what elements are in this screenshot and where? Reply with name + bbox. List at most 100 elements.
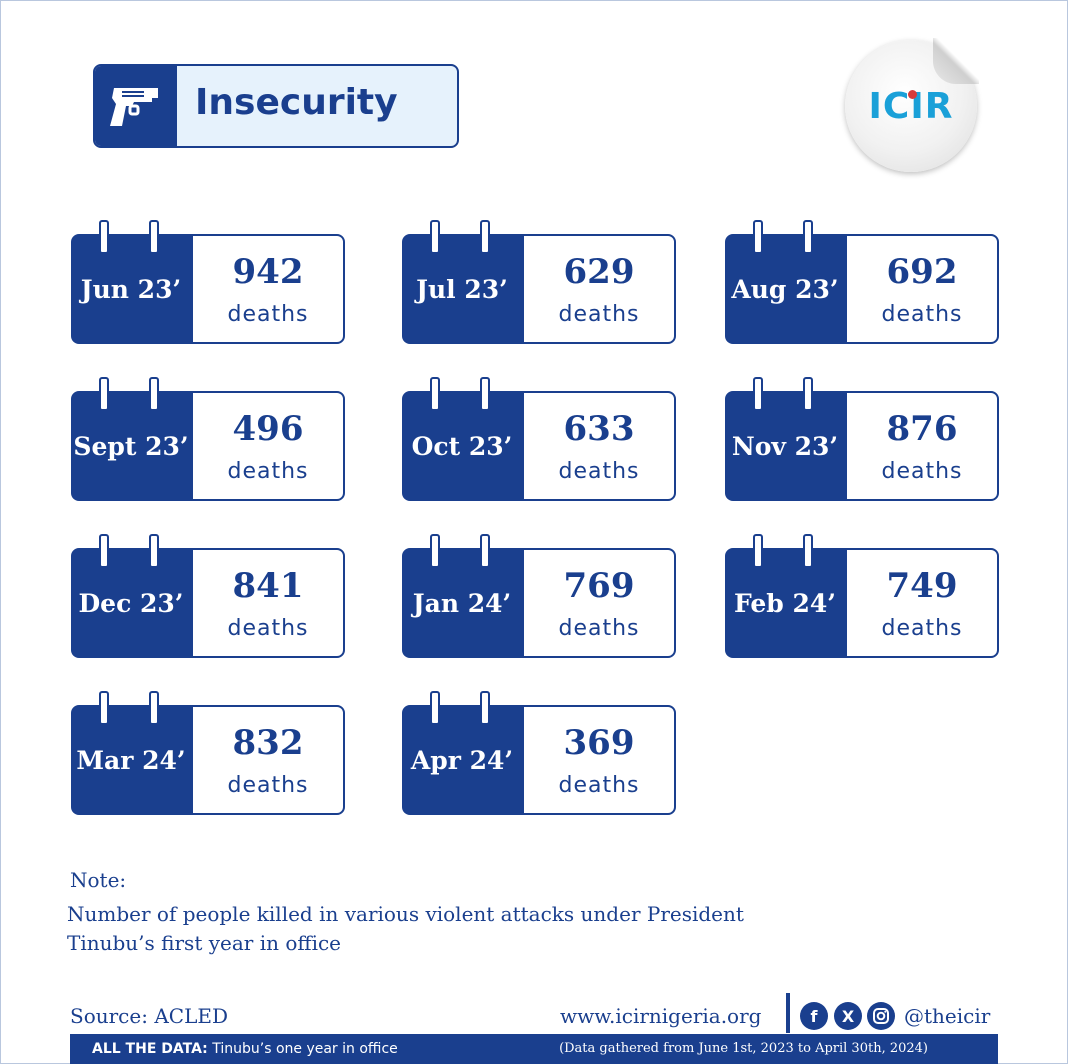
calendar-ring [803, 534, 813, 568]
calendar-ring [430, 534, 440, 568]
calendar-ring [149, 377, 159, 411]
month-card: Dec 23’ 841 deaths [71, 534, 345, 658]
logo-dot [908, 90, 917, 99]
calendar-ring [99, 377, 109, 411]
note-heading: Note: [70, 868, 127, 892]
calendar-ring [803, 377, 813, 411]
month-card: Jun 23’ 942 deaths [71, 220, 345, 344]
death-unit: deaths [558, 773, 640, 798]
death-count: 769 [563, 566, 635, 606]
facebook-icon[interactable]: f [800, 1002, 828, 1030]
death-unit: deaths [881, 616, 963, 641]
death-unit: deaths [227, 616, 309, 641]
month-label: Jan 24’ [412, 588, 512, 618]
month-card: Mar 24’ 832 deaths [71, 691, 345, 815]
month-card: Jul 23’ 629 deaths [402, 220, 676, 344]
month-tab: Jun 23’ [71, 234, 191, 344]
death-count: 942 [232, 252, 304, 292]
month-label: Nov 23’ [731, 431, 839, 461]
month-card: Aug 23’ 692 deaths [725, 220, 999, 344]
gun-icon [95, 66, 177, 146]
calendar-ring [480, 220, 490, 254]
death-unit: deaths [881, 459, 963, 484]
website-link[interactable]: www.icirnigeria.org [560, 1004, 762, 1028]
calendar-ring [149, 220, 159, 254]
death-count-box: 496 deaths [191, 391, 345, 501]
month-card: Apr 24’ 369 deaths [402, 691, 676, 815]
month-label: Mar 24’ [76, 745, 186, 775]
death-unit: deaths [558, 616, 640, 641]
month-card: Jan 24’ 769 deaths [402, 534, 676, 658]
month-card: Sept 23’ 496 deaths [71, 377, 345, 501]
month-label: Aug 23’ [731, 274, 839, 304]
death-count-box: 749 deaths [845, 548, 999, 658]
calendar-ring [149, 534, 159, 568]
death-unit: deaths [881, 302, 963, 327]
month-label: Oct 23’ [411, 431, 513, 461]
data-gathered-note: (Data gathered from June 1st, 2023 to Ap… [559, 1041, 928, 1056]
death-count: 692 [886, 252, 958, 292]
month-card: Feb 24’ 749 deaths [725, 534, 999, 658]
month-tab: Nov 23’ [725, 391, 845, 501]
death-count: 496 [232, 409, 304, 449]
calendar-ring [753, 220, 763, 254]
calendar-ring [753, 377, 763, 411]
calendar-ring [803, 220, 813, 254]
death-count: 832 [232, 723, 304, 763]
month-card: Nov 23’ 876 deaths [725, 377, 999, 501]
calendar-ring [99, 534, 109, 568]
calendar-ring [430, 691, 440, 725]
calendar-ring [99, 691, 109, 725]
calendar-ring [753, 534, 763, 568]
topic-badge: Insecurity [93, 64, 459, 148]
instagram-icon[interactable] [867, 1002, 895, 1030]
sticker-peel [933, 38, 979, 84]
death-count-box: 633 deaths [522, 391, 676, 501]
death-count-box: 942 deaths [191, 234, 345, 344]
month-tab: Sept 23’ [71, 391, 191, 501]
death-unit: deaths [227, 459, 309, 484]
month-label: Apr 24’ [410, 745, 514, 775]
month-label: Sept 23’ [73, 431, 189, 461]
icir-logo: ICIR [845, 38, 979, 172]
month-tab: Aug 23’ [725, 234, 845, 344]
month-tab: Feb 24’ [725, 548, 845, 658]
all-the-data-label: ALL THE DATA: [92, 1041, 208, 1057]
month-label: Jun 23’ [80, 274, 182, 304]
x-icon[interactable]: X [834, 1002, 862, 1030]
month-label: Jul 23’ [416, 274, 508, 304]
calendar-ring [480, 534, 490, 568]
month-tab: Apr 24’ [402, 705, 522, 815]
page-title: Insecurity [195, 82, 398, 123]
death-count: 369 [563, 723, 635, 763]
footer-bar: ALL THE DATA: Tinubu’s one year in offic… [70, 1034, 998, 1064]
all-the-data: ALL THE DATA: Tinubu’s one year in offic… [92, 1041, 398, 1057]
month-tab: Jul 23’ [402, 234, 522, 344]
month-card: Oct 23’ 633 deaths [402, 377, 676, 501]
death-count-box: 769 deaths [522, 548, 676, 658]
death-unit: deaths [227, 302, 309, 327]
month-label: Dec 23’ [78, 588, 184, 618]
calendar-ring [99, 220, 109, 254]
month-tab: Mar 24’ [71, 705, 191, 815]
social-handle[interactable]: @theicir [904, 1004, 991, 1028]
death-unit: deaths [558, 302, 640, 327]
note-body: Number of people killed in various viole… [67, 900, 787, 958]
death-count-box: 841 deaths [191, 548, 345, 658]
calendar-ring [480, 691, 490, 725]
calendar-ring [430, 220, 440, 254]
calendar-ring [430, 377, 440, 411]
death-count: 841 [232, 566, 304, 606]
note-line-1: Number of people killed in various viole… [67, 902, 744, 926]
calendar-ring [149, 691, 159, 725]
footer-divider [786, 993, 790, 1033]
death-count: 633 [563, 409, 635, 449]
note-line-2: Tinubu’s first year in office [67, 931, 342, 955]
death-count-box: 692 deaths [845, 234, 999, 344]
death-count-box: 629 deaths [522, 234, 676, 344]
death-unit: deaths [227, 773, 309, 798]
death-count: 876 [886, 409, 958, 449]
all-the-data-text: Tinubu’s one year in office [212, 1041, 398, 1057]
month-tab: Oct 23’ [402, 391, 522, 501]
death-count-box: 832 deaths [191, 705, 345, 815]
